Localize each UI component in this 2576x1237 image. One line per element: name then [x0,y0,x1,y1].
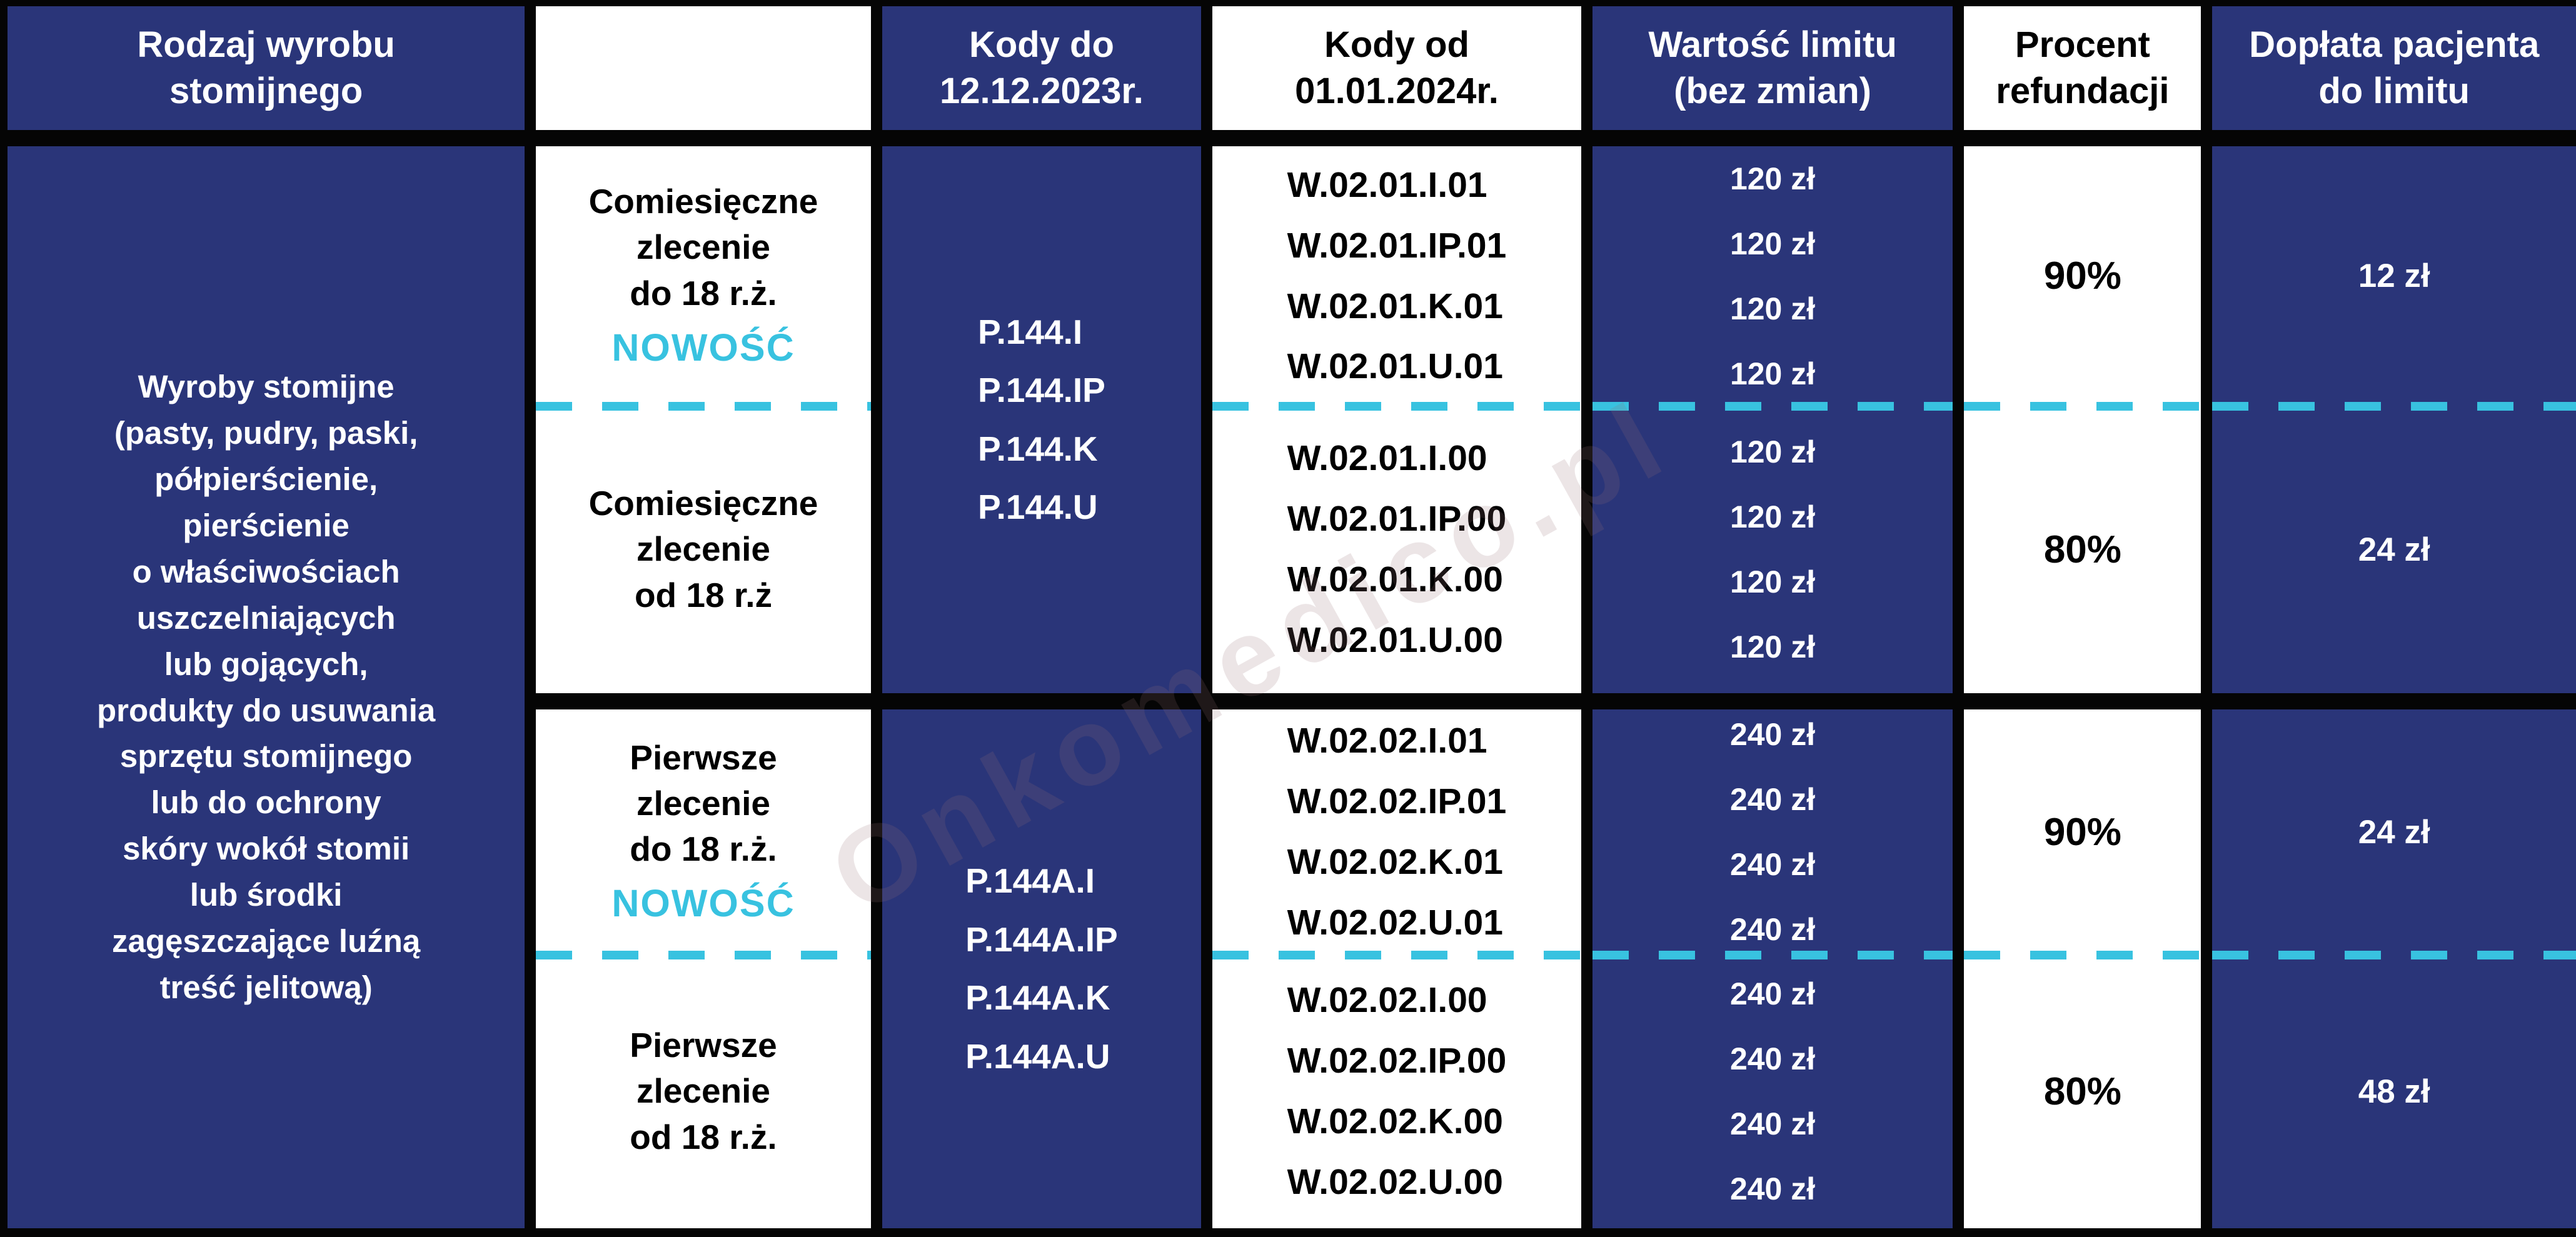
copay-row4-value: 48 zł [2358,1073,2430,1110]
limit-row3: 240 zł 240 zł 240 zł 240 zł [1592,709,1953,959]
copay-row3-value: 24 zł [2358,813,2430,851]
codes-new-row4-list: W.02.02.I.00 W.02.02.IP.00 W.02.02.K.00 … [1287,980,1507,1202]
codes-new-row2: W.02.01.I.00 W.02.01.IP.00 W.02.01.K.00 … [1212,406,1581,693]
new-badge: NOWOŚĆ [611,882,795,925]
header-limit: Wartość limitu (bez zmian) [1592,6,1953,130]
new-badge: NOWOŚĆ [611,326,795,369]
limit-row2: 120 zł 120 zł 120 zł 120 zł [1592,406,1953,693]
header-codes-old: Kody do 12.12.2023r. [882,6,1202,130]
header-product-type: Rodzaj wyrobu stomijnego [8,6,525,130]
codes-new-row1-list: W.02.01.I.01 W.02.01.IP.01 W.02.01.K.01 … [1287,164,1507,387]
order-type-first-over18: Pierwsze zlecenie od 18 r.ż. [536,954,871,1228]
copay-row1: 12 zł [2212,146,2576,411]
refund-row3-value: 90% [2043,810,2121,854]
refund-row2-value: 80% [2043,528,2121,571]
codes-old-group2: P.144A.I P.144A.IP P.144A.K P.144A.U [882,709,1202,1228]
refund-row3: 90% [1964,709,2201,959]
limit-row1: 120 zł 120 zł 120 zł 120 zł [1592,146,1953,411]
codes-old-group1: P.144.I P.144.IP P.144.K P.144.U [882,146,1202,693]
product-description-cell: Wyroby stomijne (pasty, pudry, paski, pó… [8,146,525,1228]
order-type-monthly-under18: Comiesięczne zlecenie do 18 r.ż. NOWOŚĆ [536,146,872,411]
codes-new-row1: W.02.01.I.01 W.02.01.IP.01 W.02.01.K.01 … [1212,146,1581,411]
copay-row2: 24 zł [2212,406,2576,693]
order-type-first-under18: Pierwsze zlecenie do 18 r.ż. NOWOŚĆ [536,709,872,959]
codes-old-group2-list: P.144A.I P.144A.IP P.144A.K P.144A.U [965,861,1118,1076]
header-codes-old-label: Kody do 12.12.2023r. [940,24,1144,111]
header-limit-label: Wartość limitu (bez zmian) [1648,24,1897,111]
limit-row1-values: 120 zł 120 zł 120 zł 120 zł [1729,161,1816,391]
copay-row1-value: 12 zł [2358,258,2430,294]
limit-row4: 240 zł 240 zł 240 zł 240 zł [1592,954,1953,1228]
copay-row3: 24 zł [2212,709,2576,959]
header-copay: Dopłata pacjenta do limitu [2212,6,2576,130]
refund-row4-value: 80% [2043,1069,2121,1113]
header-order-type [536,6,871,130]
refund-row2: 80% [1964,406,2201,693]
order-type-monthly-over18: Comiesięczne zlecenie od 18 r.ż [536,406,871,693]
header-product-type-label: Rodzaj wyrobu stomijnego [137,24,395,111]
header-codes-new-label: Kody od 01.01.2024r. [1295,24,1499,111]
order-type-label: Comiesięczne zlecenie do 18 r.ż. [588,182,818,313]
refund-row1: 90% [1964,146,2201,411]
copay-row4: 48 zł [2212,954,2576,1228]
order-type-label: Pierwsze zlecenie od 18 r.ż. [630,1026,777,1156]
limit-row4-values: 240 zł 240 zł 240 zł 240 zł [1729,976,1816,1206]
header-codes-new: Kody od 01.01.2024r. [1212,6,1581,130]
order-type-label: Pierwsze zlecenie do 18 r.ż. [630,738,777,868]
limit-row3-values: 240 zł 240 zł 240 zł 240 zł [1729,717,1816,947]
copay-row2-value: 24 zł [2358,531,2430,568]
header-copay-label: Dopłata pacjenta do limitu [2249,24,2540,111]
header-refund-label: Procent refundacji [1996,24,2170,111]
order-type-label: Comiesięczne zlecenie od 18 r.ż [588,484,818,614]
limit-row2-values: 120 zł 120 zł 120 zł 120 zł [1729,434,1816,664]
header-refund: Procent refundacji [1964,6,2201,130]
refund-row1-value: 90% [2043,254,2121,298]
codes-old-group1-list: P.144.I P.144.IP P.144.K P.144.U [977,312,1105,527]
codes-new-row3-list: W.02.02.I.01 W.02.02.IP.01 W.02.02.K.01 … [1287,721,1507,943]
product-description: Wyroby stomijne (pasty, pudry, paski, pó… [97,368,436,1006]
codes-new-row3: W.02.02.I.01 W.02.02.IP.01 W.02.02.K.01 … [1212,709,1581,959]
refund-row4: 80% [1964,954,2201,1228]
codes-new-row4: W.02.02.I.00 W.02.02.IP.00 W.02.02.K.00 … [1212,954,1581,1228]
codes-new-row2-list: W.02.01.I.00 W.02.01.IP.00 W.02.01.K.00 … [1287,438,1507,660]
